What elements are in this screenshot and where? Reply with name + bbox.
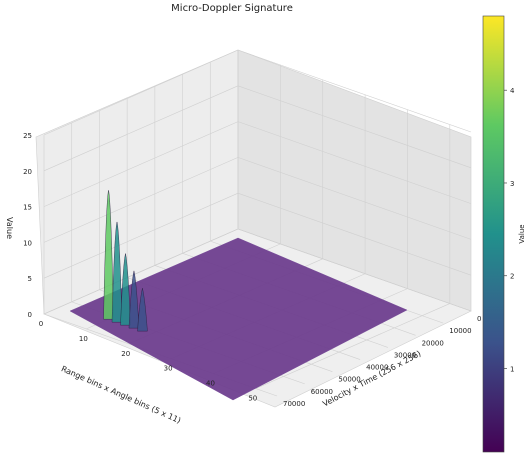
y-tick-label: 40 (206, 380, 215, 388)
z-axis-label: Value (5, 217, 14, 239)
x-tick-label: 40000 (366, 364, 388, 372)
y-axis-ticks: 0 10 20 30 40 50 (39, 320, 258, 403)
surface (69, 237, 408, 401)
y-axis-label: Range bins x Angle bins (5 x 11) (60, 364, 182, 425)
z-tick-label: 15 (23, 204, 32, 212)
x-tick-label: 70000 (283, 400, 305, 408)
x-tick-label: 0 (477, 315, 481, 323)
x-tick-label: 50000 (338, 376, 360, 384)
y-tick-label: 0 (39, 320, 43, 328)
surface-base (69, 237, 408, 401)
chart-title: Micro-Doppler Signature (171, 3, 293, 14)
colorbar-tick-label: 4 (510, 87, 515, 95)
y-tick-label: 50 (248, 395, 257, 403)
y-tick-label: 20 (121, 350, 130, 358)
peaks (103, 190, 148, 332)
surface-peak (103, 190, 114, 320)
z-tick-label: 5 (28, 275, 32, 283)
colorbar-tick-label: 3 (510, 180, 514, 188)
x-tick-label: 60000 (311, 388, 333, 396)
x-axis-ticks: 0 10000 20000 30000 40000 50000 60000 70000 (283, 315, 481, 408)
z-tick-label: 25 (23, 132, 32, 140)
z-axis-ticks: 0 5 10 15 20 25 (23, 132, 32, 319)
x-tick-label: 30000 (394, 351, 416, 359)
y-tick-label: 30 (164, 365, 173, 373)
surface-peak (111, 221, 123, 323)
z-tick-label: 10 (23, 239, 32, 247)
surface-peak (137, 288, 148, 332)
colorbar-tick-label: 1 (510, 366, 514, 374)
colorbar-ticks: 1 2 3 4 (504, 87, 515, 374)
colorbar-label: Value (518, 224, 526, 243)
z-tick-label: 20 (23, 168, 32, 176)
z-tick-label: 0 (28, 311, 32, 319)
surface-peak (128, 270, 140, 329)
y-tick-label: 10 (79, 335, 88, 343)
colorbar-tick-label: 2 (510, 273, 514, 281)
surface-peak (120, 253, 131, 326)
colorbar (482, 15, 505, 453)
x-tick-label: 10000 (449, 327, 471, 335)
x-tick-label: 20000 (422, 339, 444, 347)
